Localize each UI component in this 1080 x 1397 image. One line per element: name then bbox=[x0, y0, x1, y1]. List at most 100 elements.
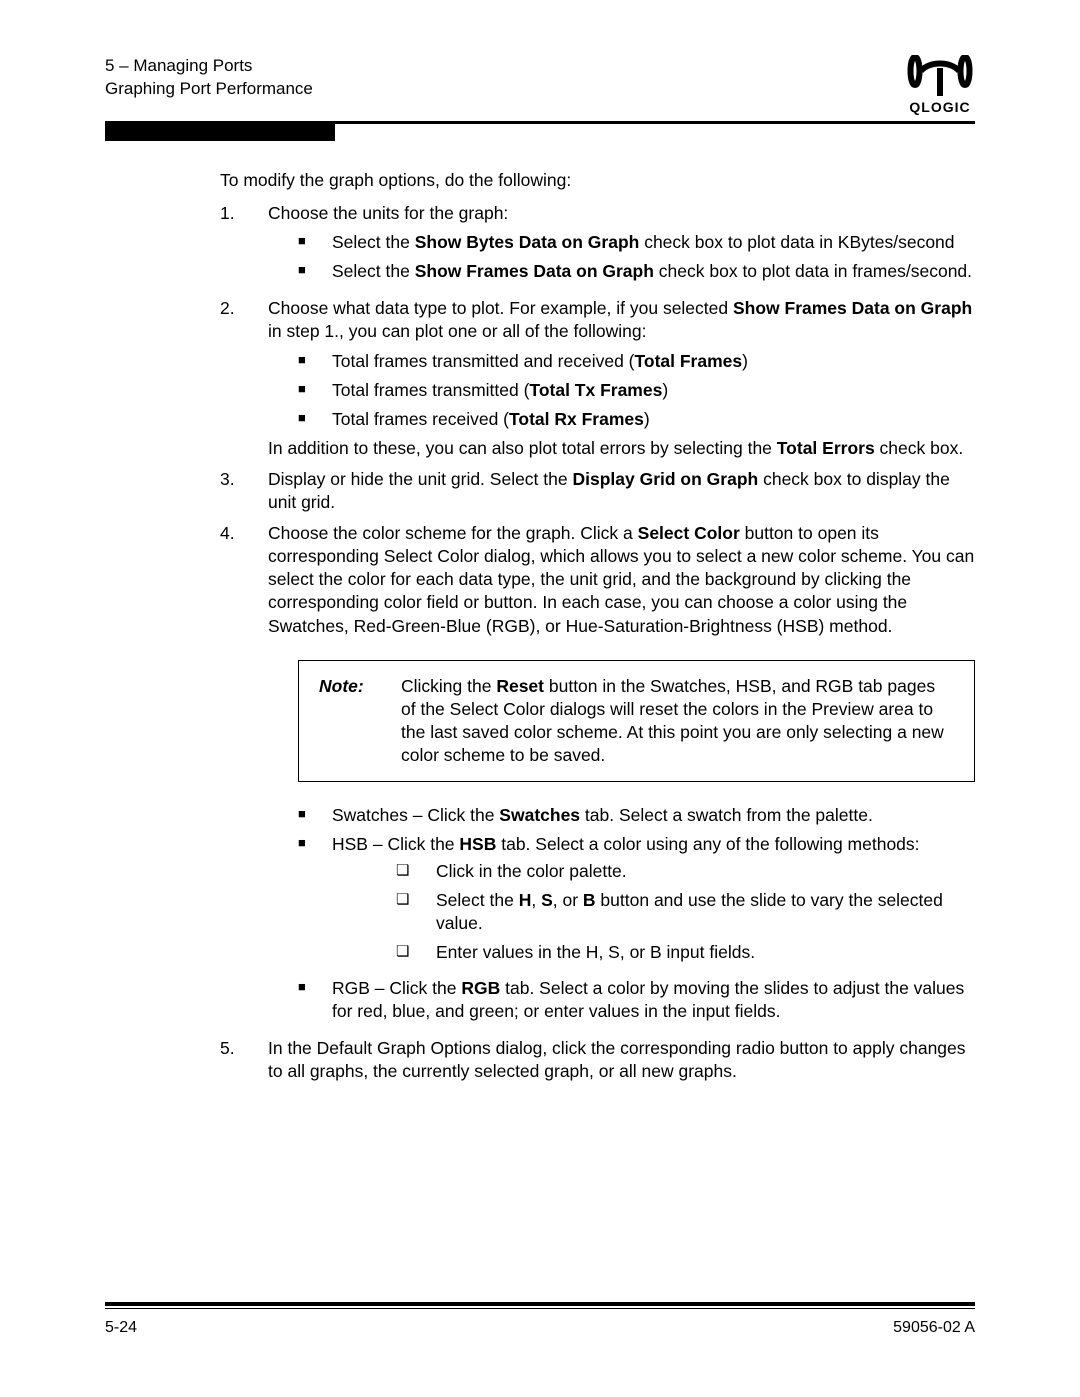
text-bold: Show Frames Data on Graph bbox=[733, 298, 972, 318]
sub-bullet-item: ❏ Enter values in the H, S, or B input f… bbox=[332, 941, 975, 964]
page-footer: 5-24 59056-02 A bbox=[105, 1302, 975, 1337]
text-frag: Total frames transmitted and received ( bbox=[332, 351, 635, 371]
bullet-item: ■ Total frames transmitted and received … bbox=[268, 350, 975, 373]
text-frag: Total frames received ( bbox=[332, 409, 509, 429]
text-frag: ) bbox=[644, 409, 650, 429]
bullet-item: ■ Total frames transmitted (Total Tx Fra… bbox=[268, 379, 975, 402]
step-lead: Choose the color scheme for the graph. C… bbox=[268, 522, 975, 637]
text-frag: check box. bbox=[875, 438, 964, 458]
text-frag: check box to plot data in KBytes/second bbox=[639, 232, 954, 252]
step-body: In the Default Graph Options dialog, cli… bbox=[268, 1037, 975, 1083]
sub-bullet-text: Click in the color palette. bbox=[436, 860, 627, 883]
square-bullet-icon: ■ bbox=[298, 408, 332, 431]
text-bold: Total Rx Frames bbox=[509, 409, 644, 429]
bullet-item: ■ HSB – Click the HSB tab. Select a colo… bbox=[268, 833, 975, 970]
square-bullet-icon: ■ bbox=[298, 804, 332, 827]
open-square-icon: ❏ bbox=[396, 889, 436, 935]
step-lead: Choose what data type to plot. For examp… bbox=[268, 297, 975, 343]
step-number: 2. bbox=[220, 297, 268, 460]
text-frag: tab. Select a swatch from the palette. bbox=[580, 805, 873, 825]
text-bold: Reset bbox=[496, 676, 544, 696]
page: 5 – Managing Ports Graphing Port Perform… bbox=[0, 0, 1080, 1397]
open-square-icon: ❏ bbox=[396, 941, 436, 964]
sub-bullet-text: Select the H, S, or B button and use the… bbox=[436, 889, 975, 935]
bullet-item: ■ Total frames received (Total Rx Frames… bbox=[268, 408, 975, 431]
text-frag: Choose the color scheme for the graph. C… bbox=[268, 523, 638, 543]
text-frag: Select the bbox=[332, 232, 415, 252]
text-frag: In addition to these, you can also plot … bbox=[268, 438, 777, 458]
footer-rule-thick bbox=[105, 1302, 975, 1306]
bullet-text: Total frames transmitted and received (T… bbox=[332, 350, 975, 373]
square-bullet-icon: ■ bbox=[298, 350, 332, 373]
step-1: 1. Choose the units for the graph: ■ Sel… bbox=[220, 202, 975, 289]
intro-text-real: To modify the graph options, do the foll… bbox=[220, 169, 975, 192]
step-number: 1. bbox=[220, 202, 268, 289]
brand-logo-text: QLOGIC bbox=[905, 99, 975, 115]
bullet-item: ■ Swatches – Click the Swatches tab. Sel… bbox=[268, 804, 975, 827]
step-3: 3. Display or hide the unit grid. Select… bbox=[220, 468, 975, 514]
note-label: Note: bbox=[319, 675, 401, 767]
text-frag: ) bbox=[662, 380, 668, 400]
text-frag: Swatches – Click the bbox=[332, 805, 499, 825]
bullet-item: ■ RGB – Click the RGB tab. Select a colo… bbox=[268, 977, 975, 1023]
bullet-text: Select the Show Bytes Data on Graph chec… bbox=[332, 231, 975, 254]
text-frag: check box to plot data in frames/second. bbox=[654, 261, 972, 281]
text-bold: RGB bbox=[461, 978, 500, 998]
step-number: 3. bbox=[220, 468, 268, 514]
open-square-icon: ❏ bbox=[396, 860, 436, 883]
sub-bullet-item: ❏ Click in the color palette. bbox=[332, 860, 975, 883]
text-bold: HSB bbox=[459, 834, 496, 854]
step-body: Choose what data type to plot. For examp… bbox=[268, 297, 975, 460]
square-bullet-icon: ■ bbox=[298, 231, 332, 254]
bullet-text: Select the Show Frames Data on Graph che… bbox=[332, 260, 975, 283]
text-bold: Total Frames bbox=[635, 351, 743, 371]
qlogic-logo-icon bbox=[905, 55, 975, 97]
bullet-text: Total frames transmitted (Total Tx Frame… bbox=[332, 379, 975, 402]
header-blackbar bbox=[105, 124, 335, 141]
text-bold: B bbox=[583, 890, 596, 910]
text-frag: Display or hide the unit grid. Select th… bbox=[268, 469, 572, 489]
body-content: /* placeholder – real binder below handl… bbox=[220, 169, 975, 1083]
square-bullet-icon: ■ bbox=[298, 977, 332, 1023]
text-bold: H bbox=[519, 890, 532, 910]
note-box: Note: Clicking the Reset button in the S… bbox=[298, 660, 975, 782]
step-number: 4. bbox=[220, 522, 268, 1029]
page-header: 5 – Managing Ports Graphing Port Perform… bbox=[105, 55, 975, 115]
text-frag: , bbox=[531, 890, 541, 910]
step-body: Choose the units for the graph: ■ Select… bbox=[268, 202, 975, 289]
sub-bullet-text: Enter values in the H, S, or B input fie… bbox=[436, 941, 755, 964]
text-frag: Choose what data type to plot. For examp… bbox=[268, 298, 733, 318]
text-frag: tab. Select a color using any of the fol… bbox=[496, 834, 919, 854]
square-bullet-icon: ■ bbox=[298, 833, 332, 970]
step-number: 5. bbox=[220, 1037, 268, 1083]
text-frag: Clicking the bbox=[401, 676, 496, 696]
header-line2: Graphing Port Performance bbox=[105, 78, 313, 101]
header-line1: 5 – Managing Ports bbox=[105, 55, 313, 78]
text-frag: , or bbox=[553, 890, 583, 910]
step-4: 4. Choose the color scheme for the graph… bbox=[220, 522, 975, 1029]
text-bold: Show Frames Data on Graph bbox=[415, 261, 654, 281]
step-5: 5. In the Default Graph Options dialog, … bbox=[220, 1037, 975, 1083]
square-bullet-icon: ■ bbox=[298, 379, 332, 402]
sub-bullet-item: ❏ Select the H, S, or B button and use t… bbox=[332, 889, 975, 935]
step-body: Display or hide the unit grid. Select th… bbox=[268, 468, 975, 514]
bullet-text: Total frames received (Total Rx Frames) bbox=[332, 408, 975, 431]
text-frag: HSB – Click the bbox=[332, 834, 459, 854]
footer-page-number: 5-24 bbox=[105, 1319, 137, 1337]
text-frag: Select the bbox=[436, 890, 519, 910]
step-tail: In addition to these, you can also plot … bbox=[268, 437, 975, 460]
step-body: Choose the color scheme for the graph. C… bbox=[268, 522, 975, 1029]
bullet-text: RGB – Click the RGB tab. Select a color … bbox=[332, 977, 975, 1023]
text-frag: Select the bbox=[332, 261, 415, 281]
text-frag: in step 1., you can plot one or all of t… bbox=[268, 321, 646, 341]
brand-logo: QLOGIC bbox=[905, 55, 975, 115]
note-text: Clicking the Reset button in the Swatche… bbox=[401, 675, 954, 767]
footer-doc-id: 59056-02 A bbox=[893, 1319, 975, 1337]
text-frag: Total frames transmitted ( bbox=[332, 380, 529, 400]
text-bold: Display Grid on Graph bbox=[572, 469, 758, 489]
bullet-item: ■ Select the Show Frames Data on Graph c… bbox=[268, 260, 975, 283]
step-2: 2. Choose what data type to plot. For ex… bbox=[220, 297, 975, 460]
bullet-item: ■ Select the Show Bytes Data on Graph ch… bbox=[268, 231, 975, 254]
step-lead: Choose the units for the graph: bbox=[268, 202, 975, 225]
text-bold: S bbox=[541, 890, 553, 910]
